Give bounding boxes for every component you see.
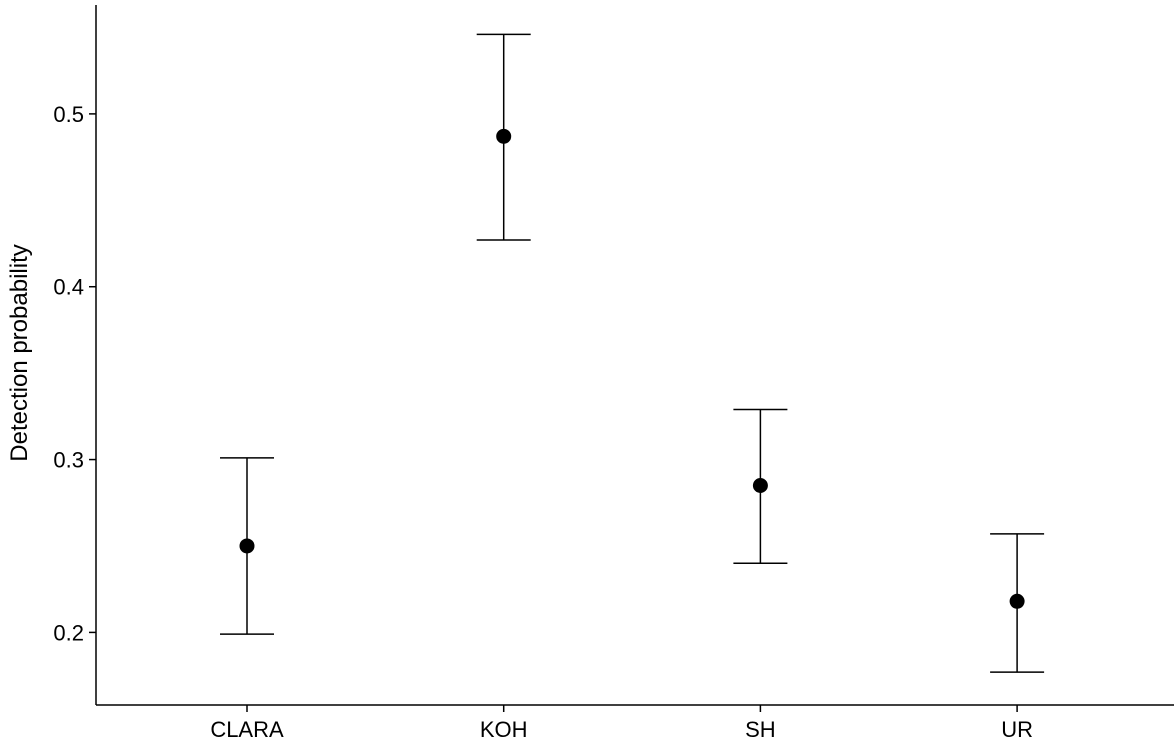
y-tick-label: 0.2	[53, 620, 84, 645]
y-tick-label: 0.3	[53, 448, 84, 473]
errorbar-group	[990, 533, 1045, 673]
x-tick-label: CLARA	[210, 717, 284, 742]
errorbar-group	[476, 33, 531, 241]
data-point	[1009, 593, 1025, 609]
x-ticks: CLARA KOH SH UR	[210, 705, 1033, 742]
y-axis-title: Detection probability	[6, 244, 33, 461]
data-point	[752, 477, 768, 493]
axes	[95, 5, 1174, 706]
data-marks	[220, 33, 1045, 673]
y-tick-label: 0.4	[53, 275, 84, 300]
x-tick-label: SH	[745, 717, 776, 742]
errorbar-group	[733, 408, 788, 565]
x-tick-label: UR	[1001, 717, 1033, 742]
data-point	[239, 538, 255, 554]
y-tick-label: 0.5	[53, 102, 84, 127]
errorbar-group	[220, 457, 274, 635]
y-ticks: 0.2 0.3 0.4 0.5	[53, 102, 96, 645]
data-point	[496, 128, 512, 144]
x-tick-label: KOH	[480, 717, 528, 742]
